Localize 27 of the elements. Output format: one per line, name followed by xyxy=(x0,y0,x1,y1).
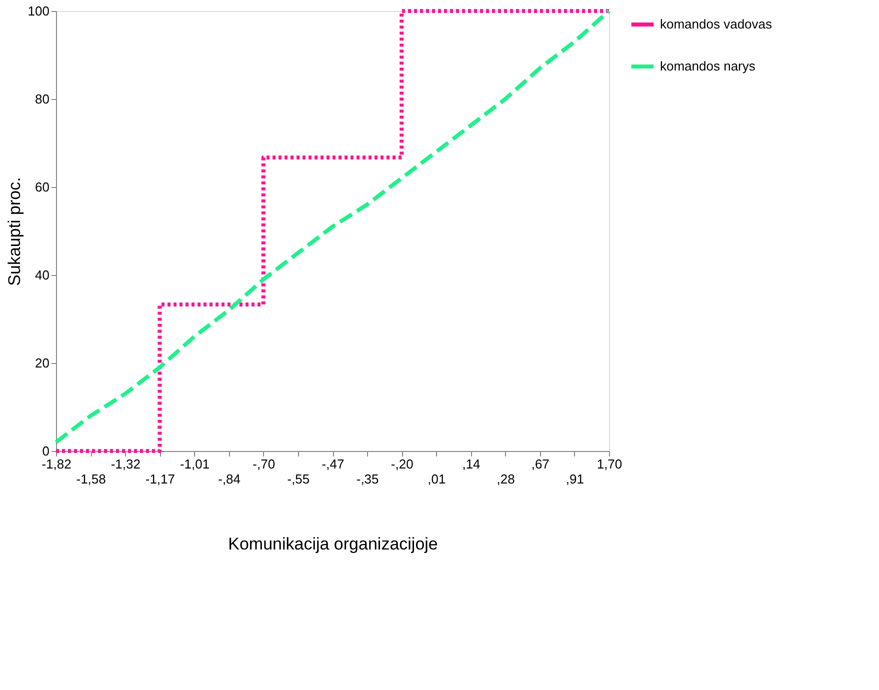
y-tick-label: 20 xyxy=(35,356,50,370)
x-tick-label: -1,17 xyxy=(145,472,176,486)
legend-label: komandos vadovas xyxy=(660,16,773,32)
x-tick-label: ,28 xyxy=(496,472,515,486)
x-tick-label: 1,70 xyxy=(596,456,622,472)
x-tick-label: -,47 xyxy=(322,456,344,472)
y-axis-title: Sukaupti proc. xyxy=(4,177,24,286)
legend-label: komandos narys xyxy=(660,58,756,74)
x-tick-label: -,20 xyxy=(390,456,414,472)
x-tick-label: -,70 xyxy=(252,456,276,472)
x-tick-label: ,67 xyxy=(531,456,550,472)
y-tick-label: 0 xyxy=(42,444,50,458)
x-tick-label: ,91 xyxy=(566,472,584,486)
x-tick-label: -1,32 xyxy=(110,456,140,472)
x-tick-label: ,01 xyxy=(428,472,446,486)
x-axis-title: Komunikacija organizacijoje xyxy=(228,534,438,554)
x-tick-label: -,84 xyxy=(218,472,241,486)
y-tick-label: 100 xyxy=(28,4,50,18)
x-tick-label: -,55 xyxy=(287,472,310,486)
y-tick-label: 80 xyxy=(35,92,50,106)
x-tick-label: -,35 xyxy=(356,472,379,486)
x-tick-label: -1,82 xyxy=(42,456,72,472)
y-tick-label: 40 xyxy=(35,268,50,282)
x-tick-label: -1,58 xyxy=(76,472,106,486)
x-tick-label: ,14 xyxy=(462,456,480,472)
y-tick-label: 60 xyxy=(35,180,50,194)
x-tick-label: -1,01 xyxy=(180,456,210,472)
